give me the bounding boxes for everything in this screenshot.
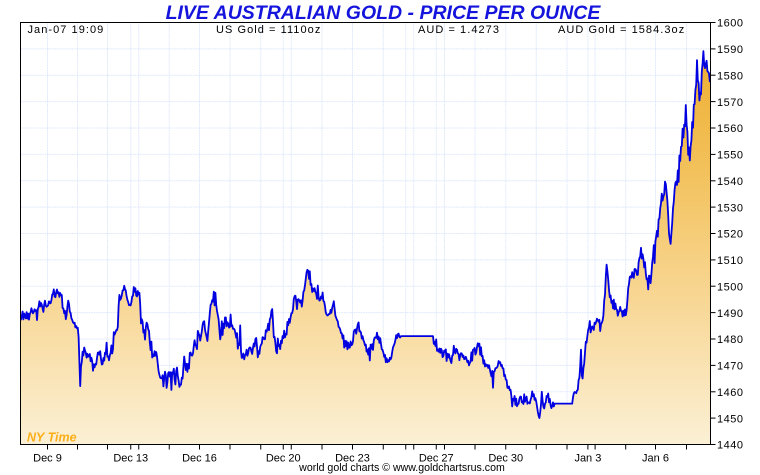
svg-text:Dec 23: Dec 23 <box>335 453 370 465</box>
svg-text:1500: 1500 <box>717 281 743 293</box>
svg-text:1570: 1570 <box>717 97 743 109</box>
svg-text:1590: 1590 <box>717 44 743 56</box>
svg-text:1460: 1460 <box>717 387 743 399</box>
svg-text:1580: 1580 <box>717 71 743 83</box>
svg-text:Dec 16: Dec 16 <box>182 453 217 465</box>
svg-text:Dec 13: Dec 13 <box>113 453 148 465</box>
svg-text:Jan-07 19:09: Jan-07 19:09 <box>28 24 105 36</box>
svg-text:LIVE AUSTRALIAN GOLD - PRICE P: LIVE AUSTRALIAN GOLD - PRICE PER OUNCE <box>166 2 602 24</box>
svg-text:AUD = 1.4273: AUD = 1.4273 <box>418 24 500 36</box>
svg-text:1470: 1470 <box>717 361 743 373</box>
svg-text:1560: 1560 <box>717 123 743 135</box>
svg-text:NY Time: NY Time <box>27 431 77 445</box>
svg-text:1440: 1440 <box>717 440 743 452</box>
svg-text:Dec 30: Dec 30 <box>488 453 523 465</box>
svg-text:Dec 27: Dec 27 <box>419 453 454 465</box>
svg-text:1530: 1530 <box>717 202 743 214</box>
svg-text:Dec 9: Dec 9 <box>33 453 62 465</box>
svg-text:1480: 1480 <box>717 334 743 346</box>
svg-text:1540: 1540 <box>717 176 743 188</box>
svg-text:Jan 3: Jan 3 <box>574 453 601 465</box>
svg-text:1490: 1490 <box>717 308 743 320</box>
svg-text:1600: 1600 <box>717 18 743 30</box>
svg-text:1510: 1510 <box>717 255 743 267</box>
svg-text:1450: 1450 <box>717 413 743 425</box>
svg-text:US Gold = 1110oz: US Gold = 1110oz <box>216 24 321 36</box>
svg-text:AUD Gold = 1584.3oz: AUD Gold = 1584.3oz <box>558 24 685 36</box>
svg-text:world gold charts © www.goldch: world gold charts © www.goldchartsrus.co… <box>298 462 505 474</box>
svg-text:1520: 1520 <box>717 229 743 241</box>
svg-text:1550: 1550 <box>717 150 743 162</box>
svg-text:Jan 6: Jan 6 <box>642 453 669 465</box>
svg-text:Dec 20: Dec 20 <box>266 453 301 465</box>
